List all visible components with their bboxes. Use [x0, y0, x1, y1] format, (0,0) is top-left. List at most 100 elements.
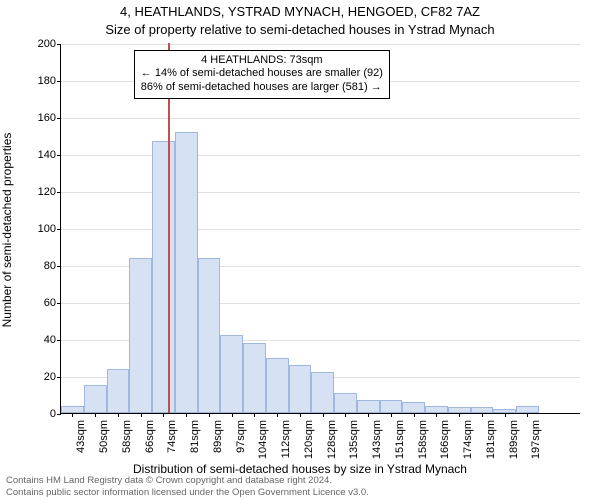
annotation-box: 4 HEATHLANDS: 73sqm← 14% of semi-detache… [134, 50, 390, 99]
x-tick-mark [95, 413, 96, 417]
x-tick-mark [482, 413, 483, 417]
histogram-bar [61, 406, 84, 413]
histogram-bar [243, 343, 266, 413]
histogram-bar [516, 406, 539, 413]
x-tick-mark [163, 413, 164, 417]
histogram-bar [129, 258, 152, 413]
x-tick-label: 197sqm [530, 420, 542, 459]
x-tick-label: 66sqm [144, 420, 156, 453]
y-tick-label: 60 [16, 297, 56, 309]
x-tick-label: 189sqm [508, 420, 520, 459]
footer-attribution: Contains HM Land Registry data © Crown c… [6, 475, 369, 498]
x-tick-label: 50sqm [98, 420, 110, 453]
x-tick-label: 174sqm [462, 420, 474, 459]
histogram-bar [220, 335, 243, 413]
histogram-bar [425, 406, 448, 413]
y-tick-label: 80 [16, 260, 56, 272]
x-tick-label: 89sqm [212, 420, 224, 453]
footer-line: Contains public sector information licen… [6, 487, 369, 498]
x-tick-mark [118, 413, 119, 417]
y-tick-label: 180 [16, 75, 56, 87]
y-tick-mark [57, 81, 61, 82]
histogram-bar [402, 402, 425, 413]
x-tick-mark [368, 413, 369, 417]
y-tick-mark [57, 266, 61, 267]
y-tick-mark [57, 192, 61, 193]
histogram-bar [266, 358, 289, 414]
x-tick-mark [72, 413, 73, 417]
x-tick-label: 112sqm [280, 420, 292, 458]
histogram-bar [311, 372, 334, 413]
y-tick-label: 20 [16, 371, 56, 383]
x-tick-mark [232, 413, 233, 417]
y-tick-label: 200 [16, 38, 56, 50]
y-tick-mark [57, 44, 61, 45]
x-tick-label: 58sqm [121, 420, 133, 453]
y-tick-mark [57, 155, 61, 156]
x-tick-label: 104sqm [257, 420, 269, 459]
y-axis-label: Number of semi-detached properties [0, 133, 14, 328]
y-tick-mark [57, 340, 61, 341]
y-tick-mark [57, 303, 61, 304]
y-tick-mark [57, 377, 61, 378]
x-tick-label: 120sqm [303, 420, 315, 459]
histogram-bar [289, 365, 312, 413]
histogram-bar [175, 132, 198, 413]
histogram-bar [334, 393, 357, 413]
x-tick-label: 81sqm [189, 420, 201, 453]
plot-area: 4 HEATHLANDS: 73sqm← 14% of semi-detache… [60, 44, 580, 414]
page-subtitle: Size of property relative to semi-detach… [0, 22, 600, 37]
gridline [61, 118, 580, 119]
histogram-bar [380, 400, 403, 413]
x-tick-mark [527, 413, 528, 417]
x-tick-label: 74sqm [166, 420, 178, 453]
x-tick-label: 166sqm [439, 420, 451, 459]
x-tick-label: 43sqm [75, 420, 87, 453]
y-tick-label: 120 [16, 186, 56, 198]
histogram-bar [107, 369, 130, 413]
chart-container: 4, HEATHLANDS, YSTRAD MYNACH, HENGOED, C… [0, 0, 600, 500]
x-tick-mark [300, 413, 301, 417]
x-tick-label: 158sqm [417, 420, 429, 459]
y-tick-label: 40 [16, 334, 56, 346]
x-tick-mark [141, 413, 142, 417]
annotation-line: 86% of semi-detached houses are larger (… [141, 81, 383, 95]
y-tick-mark [57, 229, 61, 230]
annotation-line: ← 14% of semi-detached houses are smalle… [141, 67, 383, 81]
x-tick-mark [209, 413, 210, 417]
x-tick-label: 181sqm [485, 420, 497, 459]
annotation-line: 4 HEATHLANDS: 73sqm [141, 54, 383, 68]
gridline [61, 229, 580, 230]
x-tick-label: 135sqm [348, 420, 360, 459]
histogram-bar [152, 141, 175, 413]
x-tick-mark [186, 413, 187, 417]
y-tick-mark [57, 414, 61, 415]
x-tick-mark [459, 413, 460, 417]
x-tick-mark [323, 413, 324, 417]
histogram-bar [84, 385, 107, 413]
x-axis-label: Distribution of semi-detached houses by … [0, 462, 600, 476]
x-tick-mark [345, 413, 346, 417]
footer-line: Contains HM Land Registry data © Crown c… [6, 475, 369, 486]
y-tick-label: 100 [16, 223, 56, 235]
x-tick-label: 143sqm [371, 420, 383, 459]
x-tick-mark [277, 413, 278, 417]
x-tick-mark [436, 413, 437, 417]
x-tick-mark [414, 413, 415, 417]
gridline [61, 155, 580, 156]
x-tick-label: 151sqm [394, 420, 406, 459]
x-tick-mark [391, 413, 392, 417]
y-tick-label: 140 [16, 149, 56, 161]
x-tick-label: 128sqm [326, 420, 338, 459]
gridline [61, 44, 580, 45]
x-tick-mark [505, 413, 506, 417]
y-tick-label: 0 [16, 408, 56, 420]
histogram-bar [198, 258, 221, 413]
histogram-bar [357, 400, 380, 413]
y-tick-mark [57, 118, 61, 119]
gridline [61, 192, 580, 193]
page-title: 4, HEATHLANDS, YSTRAD MYNACH, HENGOED, C… [0, 4, 600, 19]
x-tick-label: 97sqm [235, 420, 247, 453]
x-tick-mark [254, 413, 255, 417]
y-tick-label: 160 [16, 112, 56, 124]
